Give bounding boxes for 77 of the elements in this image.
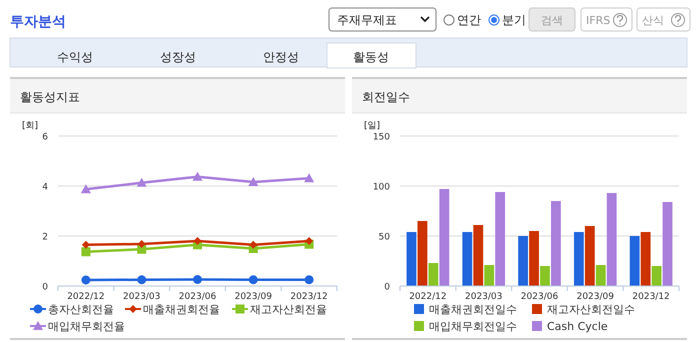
point [136, 178, 147, 187]
point [249, 240, 258, 249]
y-tick-label: 0 [42, 282, 48, 292]
x-tick-label: 2023/09 [234, 292, 272, 302]
point [248, 275, 258, 284]
y-tick-label: 150 [372, 132, 390, 142]
bar [596, 265, 606, 286]
bar [439, 189, 450, 286]
y-tick-label: 100 [372, 182, 390, 192]
point [193, 275, 202, 284]
bar [518, 236, 528, 286]
bar [584, 226, 595, 286]
point [81, 276, 90, 284]
point [248, 177, 258, 186]
bar [473, 225, 484, 286]
x-tick-label: 2023/12 [632, 292, 670, 302]
text: 수익성 [57, 50, 93, 64]
bar [495, 192, 506, 286]
x-tick-label: 2023/06 [178, 292, 216, 302]
bar [662, 202, 672, 286]
text: 투자분석 [10, 14, 66, 30]
bar [484, 265, 494, 286]
bar [406, 232, 416, 286]
chart-title: 활동성지표 [20, 90, 80, 104]
legend-label: 총자산회전율 [48, 303, 114, 316]
y-tick-label: 4 [42, 182, 48, 192]
text: 연간 [457, 13, 481, 27]
legend-label: 매출채권회전일수 [429, 303, 517, 316]
bar [462, 232, 472, 286]
y-tick-label: 0 [384, 282, 390, 292]
text: 주재무제표 [337, 13, 397, 27]
point [81, 247, 90, 256]
chart-title: 회전일수 [362, 90, 410, 104]
text: 검색 [541, 14, 563, 27]
legend-label: 매입채무회전일수 [429, 320, 517, 333]
bar [529, 231, 539, 286]
text: IFRS [586, 14, 610, 27]
point [192, 172, 202, 181]
bar [630, 236, 640, 286]
bar [574, 232, 584, 286]
x-tick-label: 2022/12 [67, 292, 105, 302]
x-tick-label: 2023/12 [290, 292, 328, 302]
point [82, 240, 90, 249]
point [305, 237, 314, 245]
legend-label: Cash Cycle [547, 320, 608, 333]
y-axis-title: [회] [22, 121, 38, 131]
bar [428, 263, 438, 286]
bar [606, 193, 617, 286]
legend-label: 재고자산회전일수 [547, 303, 635, 316]
x-tick-label: 2023/03 [465, 292, 502, 302]
y-tick-label: 50 [378, 232, 390, 242]
y-tick-label: 2 [42, 232, 48, 242]
point [80, 184, 91, 194]
bar [540, 266, 550, 286]
text: 산식 [642, 14, 664, 27]
legend-label: 매입채무회전율 [48, 320, 125, 333]
text: 활동성 [353, 50, 389, 64]
point [304, 173, 314, 182]
point [137, 275, 146, 284]
bar [652, 266, 662, 286]
x-tick-label: 2023/03 [123, 292, 160, 302]
x-tick-label: 2022/12 [409, 292, 447, 302]
bar [418, 221, 428, 286]
x-tick-label: 2023/09 [576, 292, 614, 302]
text: 안정성 [263, 50, 299, 64]
legend-label: 매출채권회전율 [143, 303, 220, 316]
x-tick-label: 2023/06 [520, 292, 558, 302]
legend-label: 재고자산회전율 [250, 303, 327, 316]
bar [640, 232, 651, 286]
text: 성장성 [160, 50, 196, 64]
point [194, 237, 202, 245]
y-axis-title: [일] [364, 121, 380, 131]
point [304, 275, 314, 284]
y-tick-label: 6 [42, 132, 48, 142]
point [138, 240, 146, 248]
text: 분기 [502, 13, 526, 27]
bar [550, 201, 561, 286]
